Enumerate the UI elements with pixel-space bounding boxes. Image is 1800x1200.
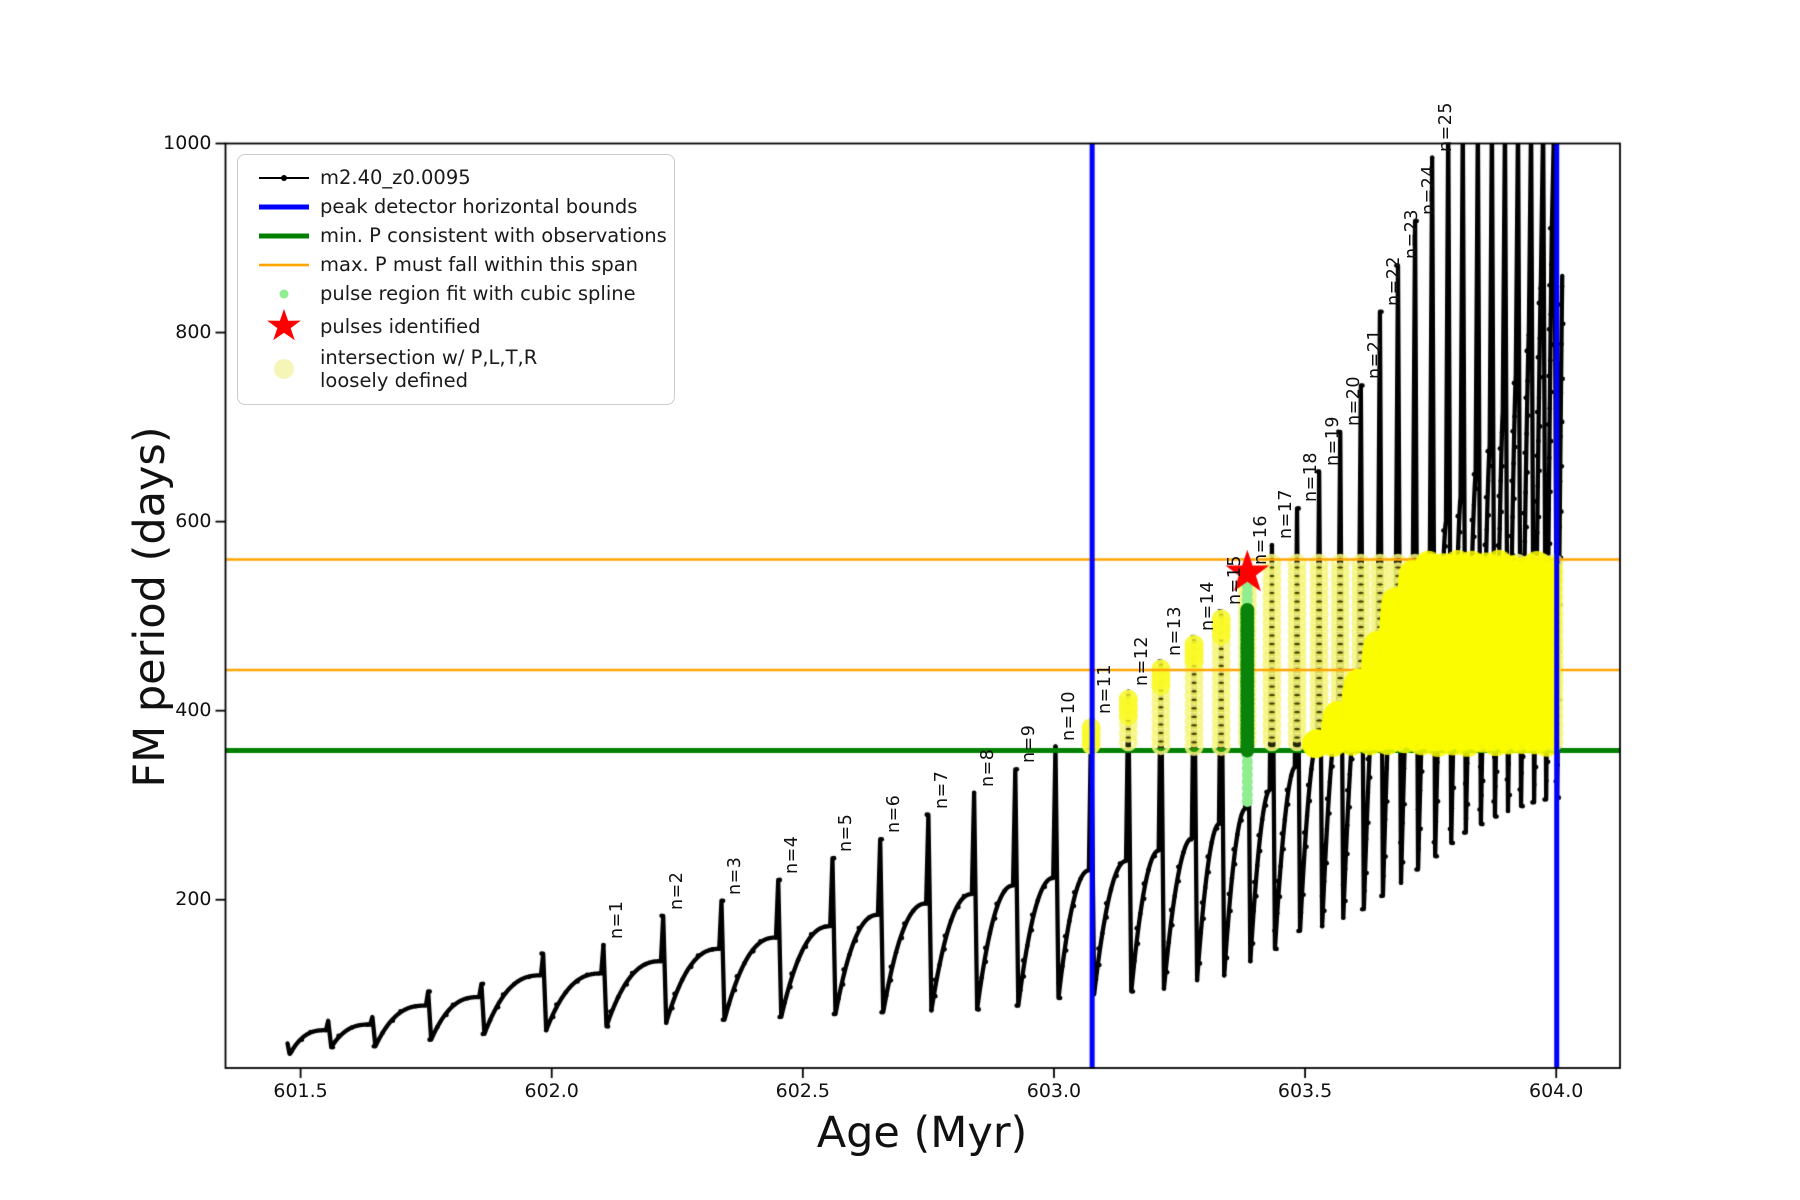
green-line-icon [248, 223, 320, 249]
legend-item-series: m2.40_z0.0095 [248, 163, 662, 192]
legend-item-intersection: intersection w/ P,L,T,R loosely defined [248, 344, 662, 394]
legend-label: pulses identified [320, 314, 481, 338]
red-star-icon [248, 308, 320, 344]
orange-line-icon [248, 252, 320, 278]
legend: m2.40_z0.0095 peak detector horizontal b… [237, 154, 675, 405]
legend-label: intersection w/ P,L,T,R loosely defined [320, 346, 538, 392]
legend-item-max-p: max. P must fall within this span [248, 250, 662, 279]
legend-label: max. P must fall within this span [320, 253, 639, 276]
y-axis-title: FM period (days) [125, 426, 175, 788]
legend-item-spline: pulse region fit with cubic spline [248, 279, 662, 308]
blue-line-icon [248, 194, 320, 220]
yellow-dot-icon [248, 354, 320, 384]
x-axis-title: Age (Myr) [816, 1108, 1028, 1158]
legend-item-peak-bounds: peak detector horizontal bounds [248, 192, 662, 221]
legend-item-min-p: min. P consistent with observations [248, 221, 667, 250]
legend-label: m2.40_z0.0095 [320, 166, 471, 189]
legend-item-pulses: pulses identified [248, 308, 662, 344]
lightgreen-dot-icon [248, 281, 320, 307]
legend-label: pulse region fit with cubic spline [320, 282, 636, 305]
legend-label: peak detector horizontal bounds [320, 195, 638, 218]
legend-label: min. P consistent with observations [320, 224, 667, 247]
series-line-icon [248, 165, 320, 191]
